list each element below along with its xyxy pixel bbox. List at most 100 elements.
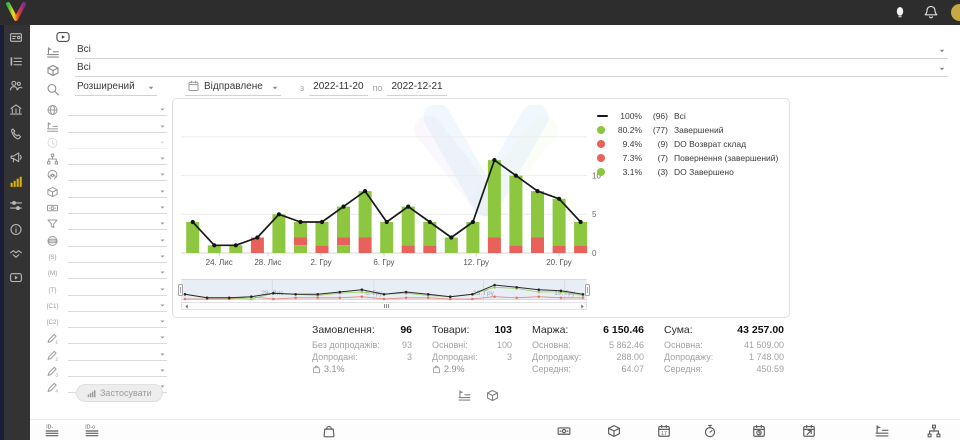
navigator-left-handle[interactable] <box>178 284 183 296</box>
toolbar-calendar-clock-button[interactable] <box>752 424 766 438</box>
filter-select[interactable] <box>68 365 167 378</box>
chart-icon <box>9 175 23 188</box>
filter-select[interactable] <box>68 251 167 263</box>
filter-select[interactable] <box>68 218 167 231</box>
bar-segment <box>294 237 307 246</box>
toolbar-flag-list-button[interactable] <box>875 424 889 438</box>
filter-select[interactable] <box>68 332 167 345</box>
chevron-down-icon <box>159 269 166 276</box>
date-from-input[interactable]: 2022-11-20 <box>309 81 368 96</box>
bar-segment <box>487 237 501 253</box>
legend-dot-marker <box>597 126 605 134</box>
line-point <box>449 235 454 240</box>
top-select-1[interactable]: Всі <box>75 44 948 59</box>
bank-icon <box>9 103 23 116</box>
toolbar-calendar-arrow-button[interactable] <box>802 424 816 438</box>
filter-select[interactable] <box>68 169 167 182</box>
toolbar-id-list-button[interactable]: ID- <box>45 424 59 438</box>
chevron-down-icon <box>159 155 166 162</box>
filter-select[interactable] <box>68 300 167 312</box>
filter-select[interactable] <box>68 316 167 329</box>
view-toggle-package[interactable] <box>486 389 499 402</box>
svg-text:3: 3 <box>55 372 58 377</box>
legend-item[interactable]: 100% (96) Всі <box>597 109 778 123</box>
line-point <box>513 173 518 178</box>
bulb-icon[interactable] <box>894 5 906 19</box>
filter-select[interactable] <box>68 267 167 280</box>
date-to-input[interactable]: 2022-12-21 <box>387 81 447 96</box>
svg-text:10: 10 <box>592 171 601 180</box>
date-type-select[interactable]: Відправлене <box>185 80 281 96</box>
legend-item[interactable]: 7.3% (7) Повернення (завершений) <box>597 151 778 165</box>
chart-scrollbar[interactable] <box>181 302 587 310</box>
rail-item-screen-play[interactable] <box>9 271 23 284</box>
line-point <box>363 189 368 194</box>
search-mode-select[interactable]: Розширений <box>75 81 157 96</box>
bottom-toolbar: ID- ID-o 17 <box>30 419 960 440</box>
filter-select[interactable] <box>68 186 167 198</box>
avatar[interactable] <box>951 4 960 21</box>
filter-select[interactable] <box>68 121 167 133</box>
filter-select[interactable] <box>68 202 167 215</box>
notifications-bell-icon[interactable] <box>924 5 938 19</box>
app-logo[interactable] <box>5 2 27 22</box>
bar-segment <box>574 245 588 253</box>
rail-item-megaphone[interactable] <box>9 151 23 164</box>
filter-select[interactable] <box>68 137 167 149</box>
toolbar-id-list-alt-button[interactable]: ID-o <box>85 424 99 438</box>
legend-item[interactable]: 80.2% (77) Завершений <box>597 123 778 137</box>
rail-item-sliders[interactable] <box>9 199 23 212</box>
filter-select[interactable] <box>68 153 167 166</box>
toolbar-sitemap-button[interactable] <box>927 424 941 438</box>
rail-item-chart[interactable] <box>9 175 23 188</box>
toolbar-stopwatch-button[interactable] <box>703 424 717 438</box>
main-chart[interactable]: 0 5 10 24. Лис 28. Лис 2. Гру 6. Гру 12. Гру 20.… <box>181 109 603 273</box>
toolbar-bag-button[interactable] <box>322 424 336 438</box>
filter-select[interactable] <box>68 349 167 361</box>
legend-dot-marker <box>597 154 605 162</box>
svg-text:28. Лис: 28. Лис <box>254 258 281 267</box>
chevron-down-icon <box>938 47 946 55</box>
rail-item-bank[interactable] <box>9 103 23 116</box>
chevron-down-icon <box>159 171 166 178</box>
rail-item-info[interactable] <box>9 223 23 236</box>
stat-value: 6 150.46 <box>603 324 644 336</box>
rail-item-list[interactable] <box>9 55 23 68</box>
toolbar-package-button[interactable] <box>607 424 621 438</box>
navigator-right-handle[interactable] <box>585 284 590 296</box>
filter-select[interactable] <box>68 284 167 296</box>
rail-item-handshake[interactable] <box>9 247 23 260</box>
filter-row-fingerprint <box>46 165 167 182</box>
toolbar-calendar-17-button[interactable]: 17 <box>657 424 671 438</box>
chevron-down-icon <box>159 334 166 341</box>
toolbar-banknote-button[interactable] <box>557 424 571 438</box>
utm-icon: {T} <box>46 284 59 296</box>
rail-item-card[interactable] <box>9 31 23 44</box>
svg-text:ID-o: ID-o <box>85 425 95 431</box>
view-toggle-flag-list[interactable] <box>458 389 471 402</box>
legend-item[interactable]: 3.1% (3) DO Завершено <box>597 165 778 179</box>
scroll-left-button[interactable] <box>182 303 190 309</box>
apply-filters-button[interactable]: Застосувати <box>76 384 163 402</box>
stat-subrow: Допродажу: 1 748.00 <box>664 352 784 362</box>
video-help-button[interactable] <box>51 30 75 44</box>
rail-item-users[interactable] <box>9 79 23 92</box>
chart-navigator[interactable]: 28. Лис 6. Гру 13. Гру 19. Гру <box>178 279 590 301</box>
stat-subrow: Середня: 450.59 <box>664 364 784 374</box>
svg-text:19. Гру: 19. Гру <box>554 290 576 297</box>
rail-item-phone[interactable] <box>9 127 23 140</box>
bar-segment <box>294 222 307 238</box>
calendar-icon <box>187 80 200 92</box>
filter-select[interactable] <box>68 104 167 117</box>
filter-row-funnel <box>46 214 167 231</box>
sitemap-icon <box>46 153 59 165</box>
top-select-2[interactable]: Всі <box>75 62 948 77</box>
legend-item[interactable]: 9.4% (9) DO Возврат склад <box>597 137 778 151</box>
scroll-right-button[interactable] <box>578 303 586 309</box>
bar-segment <box>509 245 523 253</box>
filter-select[interactable] <box>68 235 167 247</box>
handshake-icon <box>9 247 23 260</box>
chevron-down-icon <box>159 318 166 325</box>
scrollbar-grip[interactable] <box>384 304 389 308</box>
filter-row-package <box>46 181 167 198</box>
